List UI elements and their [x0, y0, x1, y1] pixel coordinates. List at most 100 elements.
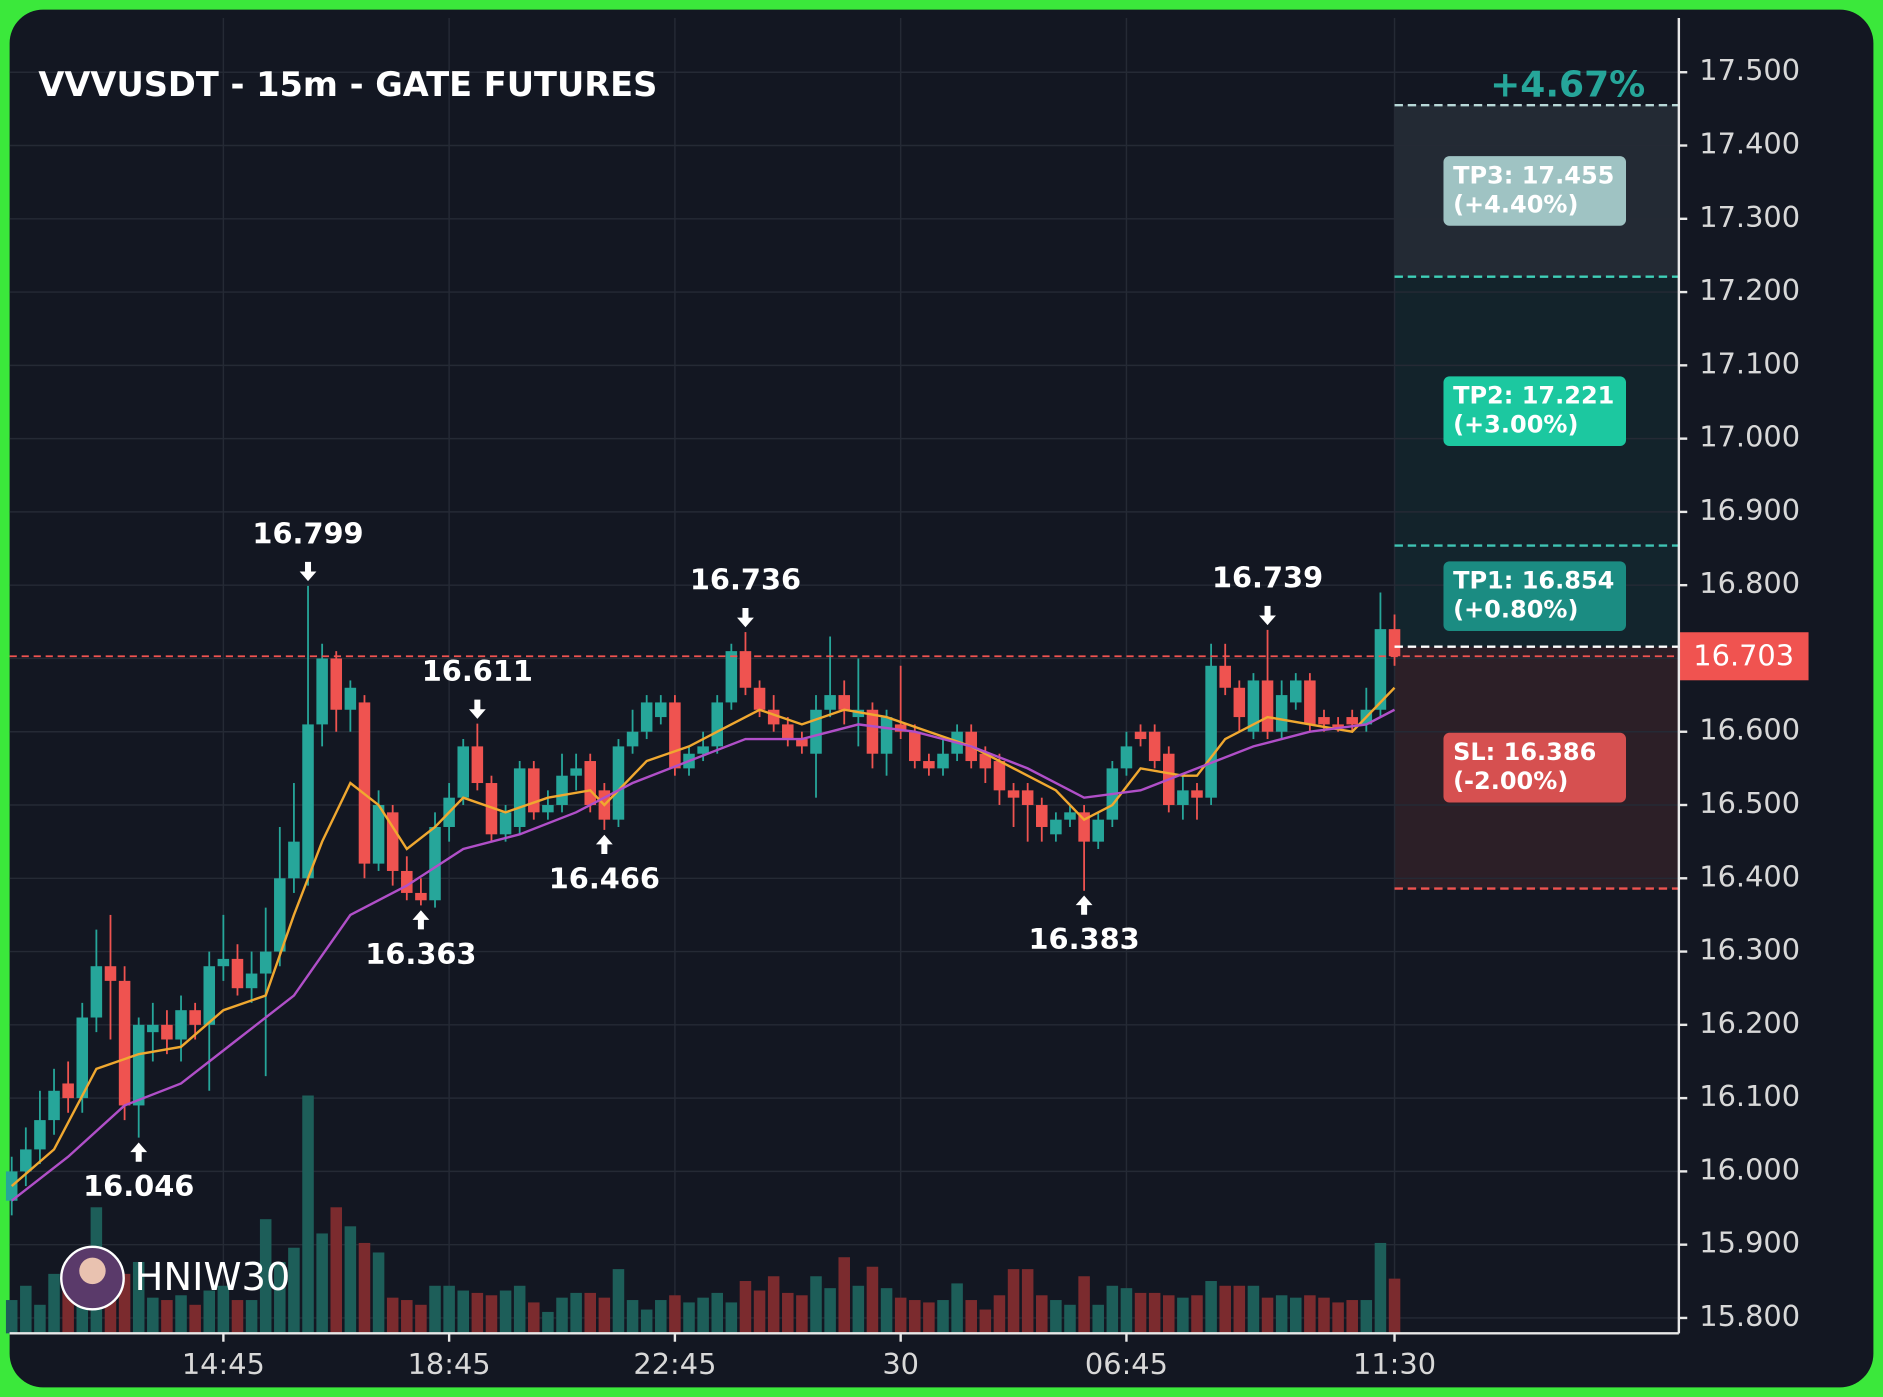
- volume-bar: [104, 1285, 117, 1334]
- volume-bar: [259, 1219, 272, 1334]
- candle-body: [1205, 665, 1217, 798]
- candle-body: [217, 958, 230, 967]
- candle-body: [471, 746, 484, 784]
- volume-bar: [697, 1297, 709, 1334]
- swing-arrow: [299, 561, 317, 582]
- candle-body: [372, 805, 385, 864]
- volume-bar: [838, 1257, 850, 1334]
- candle-body: [880, 717, 893, 754]
- candle-body: [1304, 680, 1316, 725]
- volume-bar: [739, 1281, 752, 1334]
- moving-average: [10, 708, 1396, 1202]
- volume-bar: [161, 1300, 173, 1334]
- volume-bar: [1120, 1288, 1133, 1334]
- volume-bar: [513, 1285, 526, 1334]
- volume-bar: [669, 1295, 681, 1334]
- candle-body: [415, 892, 427, 901]
- candle-body: [556, 775, 568, 806]
- candle-body: [655, 702, 667, 718]
- volume-bar: [316, 1233, 328, 1334]
- candle-body: [513, 768, 526, 827]
- volume-bar: [499, 1290, 512, 1334]
- level-box: [1443, 376, 1627, 446]
- volume-bar: [979, 1309, 992, 1334]
- candle-body: [1388, 629, 1401, 657]
- candle-body: [48, 1090, 60, 1121]
- y-tick-label: 16.200: [1699, 1006, 1800, 1040]
- volume-bar: [640, 1309, 653, 1334]
- volume-bar: [1374, 1242, 1387, 1334]
- candles: [5, 585, 1401, 1216]
- zones: [1394, 105, 1679, 889]
- volume-bar: [386, 1297, 399, 1334]
- level-label: TP2: 17.221: [1453, 382, 1614, 410]
- volume-bar: [288, 1247, 300, 1334]
- candle-body: [626, 731, 639, 747]
- volume-bar: [1346, 1300, 1358, 1334]
- candle-body: [457, 746, 470, 798]
- volume-bar: [175, 1295, 187, 1334]
- candle-body: [993, 761, 1006, 791]
- candle-body: [1261, 680, 1274, 732]
- swing-label: 16.363: [365, 937, 476, 971]
- watermark: HNIW30: [135, 1255, 291, 1300]
- volume-bar: [118, 1273, 131, 1334]
- candle-body: [1036, 805, 1048, 827]
- candle-body: [147, 1024, 159, 1033]
- candle-body: [34, 1120, 46, 1150]
- volume-bar: [401, 1300, 413, 1334]
- candle-body: [923, 761, 935, 769]
- volume-bar: [1163, 1295, 1175, 1334]
- volume-bar: [1036, 1295, 1048, 1334]
- volume-bar: [1007, 1269, 1020, 1334]
- volume-bar: [1318, 1297, 1330, 1334]
- candle-body: [1177, 790, 1189, 806]
- candle-body: [90, 966, 103, 1018]
- candle-body: [104, 966, 117, 981]
- candle-body: [288, 841, 300, 879]
- candle-body: [175, 1010, 187, 1040]
- candle-body: [697, 746, 709, 754]
- candle-body: [499, 812, 512, 835]
- volume-bar: [1247, 1285, 1260, 1334]
- candle-body: [739, 651, 752, 688]
- candle-body: [1134, 731, 1147, 740]
- volume-bar: [1275, 1295, 1288, 1334]
- candle-body: [669, 702, 681, 769]
- y-tick-label: 16.300: [1699, 933, 1800, 967]
- volume-bar: [1233, 1285, 1246, 1334]
- y-tick-label: 17.300: [1699, 200, 1800, 234]
- candle-body: [203, 966, 216, 1025]
- candle-body: [528, 768, 540, 813]
- volume-bar: [782, 1292, 794, 1334]
- candle-body: [20, 1149, 32, 1172]
- volume-bar: [1177, 1297, 1189, 1334]
- level-label: TP3: 17.455: [1453, 162, 1614, 190]
- volume-bar: [1205, 1281, 1217, 1334]
- level-box: [1443, 732, 1627, 803]
- y-tick-label: 17.100: [1699, 346, 1800, 380]
- swing-arrow: [412, 910, 430, 930]
- y-tick-label: 15.900: [1699, 1226, 1800, 1260]
- candle-body: [76, 1017, 89, 1099]
- candle-body: [344, 687, 357, 710]
- volume-bar: [852, 1285, 865, 1334]
- swing-arrow: [468, 699, 486, 719]
- grid: [9, 18, 1679, 1334]
- candle-body: [132, 1024, 145, 1106]
- volume-bar: [725, 1302, 738, 1334]
- candle-body: [838, 695, 850, 710]
- avatar-face: [79, 1257, 106, 1285]
- volume-bar: [302, 1095, 314, 1334]
- volume-bar: [1304, 1295, 1316, 1334]
- y-tick-label: 17.500: [1699, 53, 1800, 87]
- candle-body: [161, 1024, 173, 1040]
- candle-body: [584, 761, 597, 806]
- swing-arrow: [1259, 605, 1276, 626]
- volume-bar: [612, 1269, 625, 1334]
- volume-bar: [1219, 1285, 1231, 1334]
- volume-bar: [1064, 1304, 1076, 1334]
- candle-body: [753, 687, 766, 710]
